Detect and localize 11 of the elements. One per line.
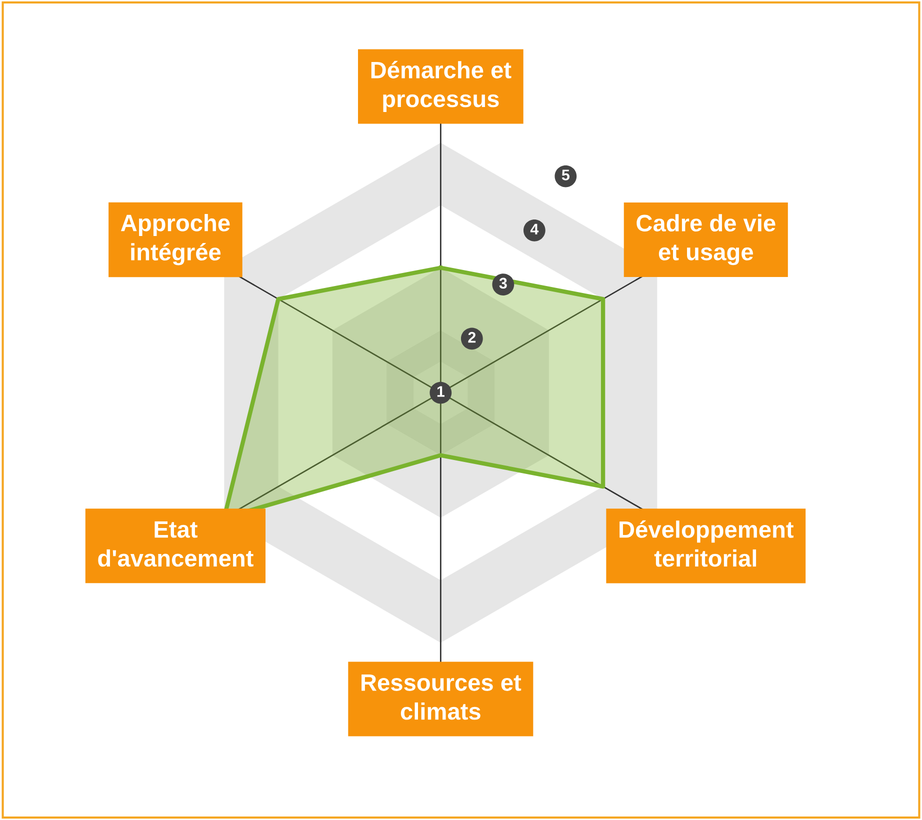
spoke-label: Etat d'avancement [98,521,254,567]
spoke-label: Développement territorial [620,520,794,567]
y-tick-label: 5 [562,170,570,180]
spoke-label: Approche intégrée [120,214,230,266]
y-tick-label: 2 [468,332,476,343]
y-tick-label: 1 [437,386,444,397]
spoke-label: Ressources et climats [362,674,522,720]
y-tick-label: 3 [499,278,507,289]
y-tick-label: 4 [530,224,539,234]
spoke-label: Cadre de vie et usage [636,214,776,266]
spoke-label: Démarche et processus [371,60,512,112]
